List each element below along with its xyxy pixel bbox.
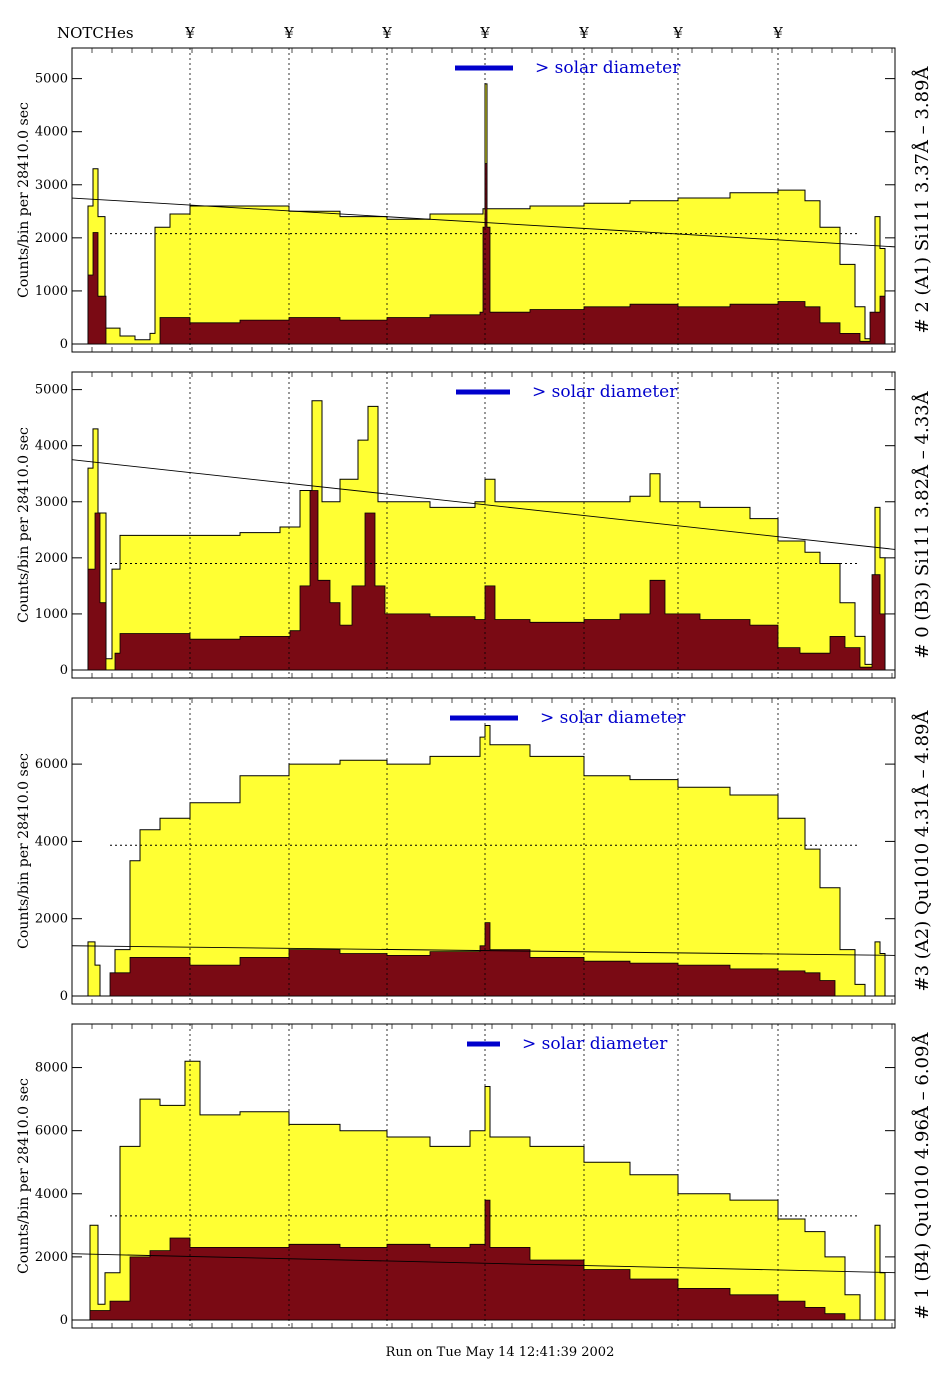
notch-symbol-4: ¥ — [578, 24, 589, 42]
y-tick-label: 4000 — [35, 439, 68, 454]
y-tick-label: 1000 — [35, 607, 68, 622]
y-tick-label: 0 — [60, 989, 68, 1004]
run-footer: Run on Tue May 14 12:41:39 2002 — [386, 1345, 615, 1360]
solar-diameter-label: > solar diameter — [535, 58, 681, 78]
y-axis-label: Counts/bin per 28410.0 sec — [16, 1078, 32, 1274]
total-counts-area — [80, 725, 886, 997]
panel-1: 0 1000 2000 3000 4000 5000 Counts/bin per 2841… — [16, 371, 933, 679]
y-axis-label: Counts/bin per 28410.0 sec — [16, 102, 32, 298]
y-tick-label: 2000 — [35, 551, 68, 566]
y-axis-label: Counts/bin per 28410.0 sec — [16, 753, 32, 949]
y-tick-label: 5000 — [35, 72, 68, 87]
filtered-counts-area — [80, 163, 886, 345]
notch-symbol-5: ¥ — [672, 24, 683, 42]
notch-symbol-6: ¥ — [772, 24, 783, 42]
trend-line — [71, 197, 896, 248]
y-tick-label: 0 — [60, 1313, 68, 1328]
y-tick-label: 2000 — [35, 1250, 68, 1265]
y-tick-label: 6000 — [35, 757, 68, 772]
y-tick-label: 8000 — [35, 1061, 68, 1076]
channel-label: # 2 (A1) Si111 3.37Å – 3.89Å — [911, 66, 933, 334]
notch-symbol-0: ¥ — [184, 24, 195, 42]
filtered-counts-area — [80, 490, 886, 671]
notch-symbol-2: ¥ — [381, 24, 392, 42]
total-counts-area — [80, 400, 886, 671]
y-tick-label: 4000 — [35, 1187, 68, 1202]
filtered-counts-area — [80, 1199, 885, 1321]
trend-line — [71, 1253, 896, 1274]
notch-title: NOTCHes — [57, 24, 134, 42]
y-tick-label: 3000 — [35, 495, 68, 510]
y-tick-label: 5000 — [35, 383, 68, 398]
channel-label: # 1 (B4) Qu1010 4.96Å – 6.09Å — [911, 1032, 933, 1320]
channel-label: # 0 (B3) Si111 3.82Å – 4.33Å — [911, 390, 933, 658]
solar-diameter-label: > solar diameter — [522, 1034, 668, 1054]
notch-symbols: ¥ ¥ ¥ ¥ ¥ ¥ ¥ — [184, 24, 783, 42]
notch-symbol-3: ¥ — [479, 24, 490, 42]
channel-label: #3 (A2) Qu1010 4.31Å – 4.89Å — [911, 710, 933, 992]
y-tick-label: 3000 — [35, 178, 68, 193]
y-tick-label: 2000 — [35, 231, 68, 246]
y-tick-label: 0 — [60, 663, 68, 678]
y-axis-label: Counts/bin per 28410.0 sec — [16, 427, 32, 623]
trend-line — [71, 945, 896, 956]
solar-diameter-label: > solar diameter — [540, 708, 686, 728]
y-tick-label: 0 — [60, 337, 68, 352]
filtered-counts-area — [80, 922, 885, 997]
notch-symbol-1: ¥ — [283, 24, 294, 42]
solar-diameter-label: > solar diameter — [532, 382, 678, 402]
y-tick-label: 6000 — [35, 1124, 68, 1139]
y-tick-label: 4000 — [35, 834, 68, 849]
y-tick-label: 2000 — [35, 912, 68, 927]
y-tick-label: 4000 — [35, 125, 68, 140]
y-tick-label: 1000 — [35, 284, 68, 299]
trend-line — [71, 459, 896, 550]
